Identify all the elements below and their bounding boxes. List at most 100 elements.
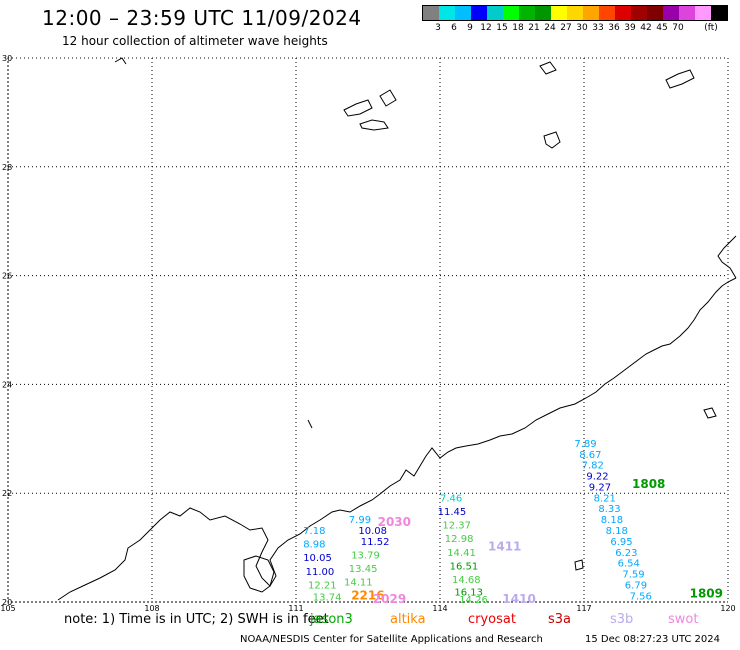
lat-tick-label: 28: [2, 163, 12, 172]
island-hainan: [243, 555, 275, 593]
lat-tick-label: 30: [2, 54, 12, 63]
lake-d: [543, 131, 561, 149]
wave-height-value: 14.68: [452, 575, 481, 586]
wave-height-value: 7.56: [630, 591, 652, 602]
satellite-swot: swot: [668, 612, 699, 627]
wave-height-value: 8.98: [303, 540, 325, 551]
legend-tick-labels: (ft) 3 6 9 12 15 18 21 24 27 30 33 36 39 42 45 70: [422, 21, 728, 35]
axis-tick-labels: 105 108 111 114 117 120 30 28 26 24 22 20: [0, 54, 735, 613]
track-time-label: 1808: [632, 477, 665, 491]
note-text: note: 1) Time is in UTC; 2) SWH is in fe…: [64, 612, 329, 627]
wave-height-value: 8.67: [579, 450, 601, 461]
satellite-jason3: jason3: [310, 612, 353, 627]
track-time-label: 2216: [351, 588, 384, 602]
wave-height-value: 13.79: [351, 550, 380, 561]
river-b: [307, 419, 313, 429]
legend-tick: 27: [560, 23, 572, 33]
lon-tick-label: 108: [144, 604, 159, 613]
lat-tick-label: 24: [2, 380, 12, 389]
legend-swatch: [535, 6, 551, 20]
wave-height-value: 8.21: [594, 493, 616, 504]
satellite-altika: altika: [390, 612, 426, 627]
wave-height-value: 8.18: [606, 526, 628, 537]
legend-tick: 70: [672, 23, 684, 33]
lat-tick-label: 22: [2, 489, 12, 498]
satellite-cryosat: cryosat: [468, 612, 516, 627]
wave-height-value: 12.37: [442, 521, 471, 532]
river-a: [114, 57, 127, 65]
wave-height-value: 7.89: [574, 439, 596, 450]
wave-height-value: 13.74: [313, 592, 342, 603]
legend-tick: 3: [435, 23, 441, 33]
legend-tick: 9: [467, 23, 473, 33]
wave-height-value: 14.41: [447, 548, 476, 559]
page-title: 12:00 – 23:59 UTC 11/09/2024: [42, 6, 362, 30]
wave-height-value: 7.46: [440, 493, 462, 504]
legend-swatch: [471, 6, 487, 20]
wave-height-value: 8.18: [601, 515, 623, 526]
wave-height-value: 7.99: [349, 515, 371, 526]
legend-tick: 6: [451, 23, 457, 33]
legend-swatch: [487, 6, 503, 20]
satellite-s3a: s3a: [548, 612, 572, 627]
lat-tick-label: 20: [2, 598, 12, 607]
wave-height-value: 7.59: [622, 570, 644, 581]
legend-tick: 42: [640, 23, 652, 33]
legend-tick: 15: [496, 23, 508, 33]
track-time-label: 1410: [502, 592, 535, 606]
lat-tick-label: 26: [2, 272, 12, 281]
lon-tick-label: 120: [720, 604, 735, 613]
legend-tick: 39: [624, 23, 636, 33]
legend-tick: 18: [512, 23, 524, 33]
mainland-coast-north: [717, 235, 737, 279]
legend-swatch: [711, 6, 727, 20]
legend-swatch: [551, 6, 567, 20]
legend-tick: 24: [544, 23, 556, 33]
legend-swatch: [663, 6, 679, 20]
wave-height-value: 9.27: [589, 482, 611, 493]
legend-swatch: [503, 6, 519, 20]
legend-swatch: [423, 6, 439, 20]
wave-height-value: 10.05: [303, 553, 332, 564]
island-small-b: [703, 407, 717, 419]
wave-height-value: 10.08: [358, 526, 387, 537]
wave-height-value: 14.26: [459, 595, 488, 606]
footer-timestamp: 15 Dec 08:27:23 UTC 2024: [585, 634, 720, 645]
island-small-a: [574, 559, 584, 571]
legend-swatch: [583, 6, 599, 20]
wave-height-value: 9.22: [586, 472, 608, 483]
legend-swatch: [695, 6, 711, 20]
wave-height-value: 6.95: [610, 537, 632, 548]
legend-swatch: [599, 6, 615, 20]
legend-tick: 12: [480, 23, 492, 33]
track-time-label: 1411: [488, 539, 521, 553]
grid-lines: [7, 57, 729, 603]
wave-height-value: 6.54: [618, 559, 640, 570]
lon-tick-label: 105: [0, 604, 15, 613]
satellite-s3b: s3b: [610, 612, 634, 627]
legend-swatch: [567, 6, 583, 20]
legend-swatch: [519, 6, 535, 20]
lake-e: [539, 61, 557, 75]
wave-height-value: 7.82: [582, 461, 604, 472]
wave-height-value: 12.21: [308, 580, 337, 591]
wave-height-value: 11.00: [306, 567, 335, 578]
color-legend: (ft) 3 6 9 12 15 18 21 24 27 30 33 36 39 42 45 70: [422, 5, 728, 35]
legend-tick: 33: [592, 23, 604, 33]
wave-height-value: 6.23: [615, 548, 637, 559]
wave-height-value: 6.79: [625, 580, 647, 591]
lon-tick-label: 114: [432, 604, 447, 613]
track-time-label: 2030: [378, 515, 411, 529]
lake-c: [359, 119, 389, 131]
wave-height-value: 11.52: [361, 537, 390, 548]
legend-tick: 21: [528, 23, 540, 33]
legend-swatch: [615, 6, 631, 20]
legend-swatch: [439, 6, 455, 20]
track-time-label: 1809: [690, 587, 723, 601]
wave-height-value: 16.13: [454, 587, 483, 598]
legend-tick: 36: [608, 23, 620, 33]
page-subtitle: 12 hour collection of altimeter wave hei…: [62, 34, 328, 48]
lon-tick-label: 117: [576, 604, 591, 613]
